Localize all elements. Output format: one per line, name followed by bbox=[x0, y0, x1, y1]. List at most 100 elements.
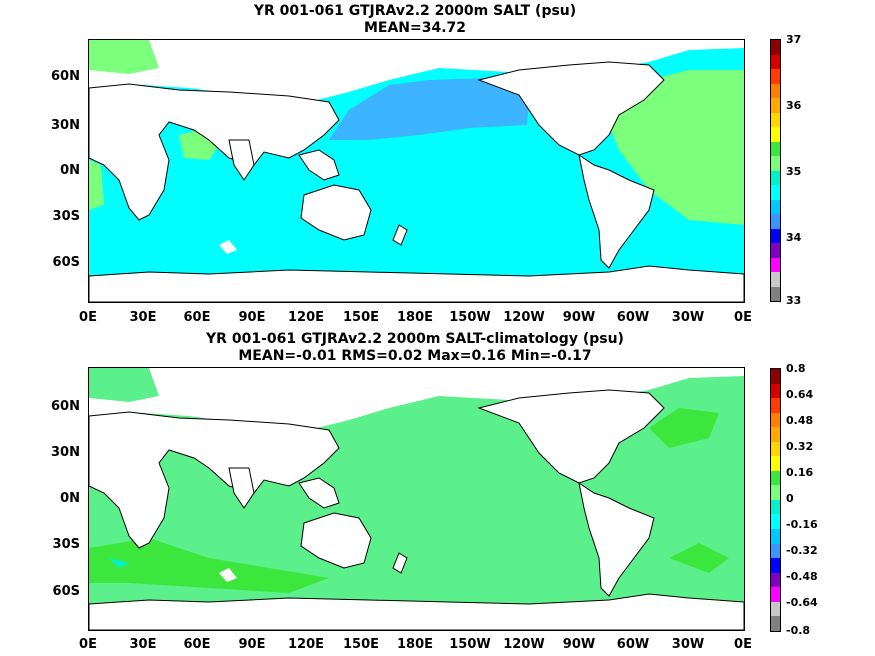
north-america-land bbox=[477, 61, 665, 156]
panel1-title-line2: MEAN=34.72 bbox=[363, 20, 467, 36]
lon-label-0e: 0E bbox=[79, 310, 97, 325]
colorbar-swatch bbox=[771, 83, 780, 98]
arctic-land bbox=[89, 40, 744, 102]
colorbar-swatch bbox=[771, 514, 780, 530]
new-zealand-land bbox=[392, 224, 408, 246]
colorbar-bottom-label-4: 0.16 bbox=[786, 466, 814, 479]
colorbar-bottom bbox=[770, 368, 781, 632]
colorbar-bottom-label-9: -0.64 bbox=[786, 596, 818, 609]
colorbar-swatch bbox=[771, 228, 780, 243]
new-zealand-land-2 bbox=[392, 552, 408, 574]
colorbar-top-label-35: 35 bbox=[786, 165, 802, 178]
colorbar-bottom-label-0: 0.8 bbox=[786, 362, 806, 375]
lon-label-150w: 150W bbox=[449, 310, 491, 325]
colorbar-swatch bbox=[771, 456, 780, 471]
australia-land bbox=[300, 184, 372, 241]
colorbar-bottom-label-3: 0.32 bbox=[786, 440, 814, 453]
panel2-title-line1: YR 001-061 GTJRAv2.2 2000m SALT-climatol… bbox=[206, 331, 624, 347]
colorbar-swatch bbox=[771, 587, 780, 602]
north-pacific-field bbox=[329, 78, 529, 140]
maritime-continent-land bbox=[298, 149, 340, 181]
lon-label-30e-2: 30E bbox=[129, 637, 157, 652]
colorbar-bottom-label-6: -0.16 bbox=[786, 518, 818, 531]
arctic-land-2 bbox=[89, 368, 744, 430]
colorbar-swatch bbox=[771, 529, 780, 544]
colorbar-swatch bbox=[771, 156, 780, 171]
colorbar-top bbox=[770, 39, 781, 302]
panel1-title-line1: YR 001-061 GTJRAv2.2 2000m SALT (psu) bbox=[253, 3, 577, 19]
lon-label-150e-2: 150E bbox=[342, 637, 380, 652]
colorbar-swatch bbox=[771, 170, 780, 185]
colorbar-bottom-label-7: -0.32 bbox=[786, 544, 818, 557]
lon-label-0e-end-2: 0E bbox=[734, 637, 752, 652]
lon-label-0e-end: 0E bbox=[734, 310, 752, 325]
lon-label-120w-2: 120W bbox=[503, 637, 545, 652]
lon-label-60w: 60W bbox=[616, 310, 650, 325]
colorbar-swatch bbox=[771, 69, 780, 84]
colorbar-swatch bbox=[771, 412, 780, 428]
lat-label-30n-2: 30N bbox=[51, 445, 80, 460]
antarctica-land-2 bbox=[89, 593, 744, 630]
colorbar-swatch bbox=[771, 141, 780, 156]
salinity-map-top-svg bbox=[89, 40, 744, 302]
colorbar-swatch bbox=[771, 40, 780, 55]
cyan-anomaly-patch bbox=[109, 558, 129, 568]
eurasia-africa-land-2 bbox=[89, 411, 340, 549]
colorbar-swatch bbox=[771, 112, 780, 127]
norwegian-sea-field-2 bbox=[89, 368, 159, 402]
lon-label-0e-2: 0E bbox=[79, 637, 97, 652]
lon-label-150w-2: 150W bbox=[449, 637, 491, 652]
salinity-anomaly-map-bottom bbox=[88, 367, 745, 631]
colorbar-swatch bbox=[771, 499, 780, 515]
lon-label-90w-2: 90W bbox=[562, 637, 596, 652]
lat-label-60n: 60N bbox=[51, 69, 80, 84]
colorbar-top-label-36: 36 bbox=[786, 99, 802, 112]
salinity-map-top bbox=[88, 39, 745, 303]
colorbar-bottom-label-10: -0.8 bbox=[786, 624, 811, 637]
north-atlantic-anomaly-field bbox=[649, 408, 719, 448]
lat-label-30n: 30N bbox=[51, 118, 80, 133]
colorbar-swatch bbox=[771, 54, 780, 69]
colorbar-bottom-label-1: 0.64 bbox=[786, 388, 814, 401]
south-america-land-2 bbox=[578, 481, 655, 597]
lon-label-180e: 180E bbox=[396, 310, 434, 325]
eurasia-africa-land bbox=[89, 83, 340, 221]
lon-label-90e: 90E bbox=[238, 310, 266, 325]
colorbar-swatch bbox=[771, 127, 780, 142]
north-america-land-2 bbox=[477, 389, 665, 484]
colorbar-bottom-label-8: -0.48 bbox=[786, 570, 818, 583]
colorbar-swatch bbox=[771, 98, 780, 113]
lat-label-0n: 0N bbox=[60, 163, 80, 178]
colorbar-swatch bbox=[771, 616, 780, 631]
lon-label-120e: 120E bbox=[287, 310, 325, 325]
lat-label-0n-2: 0N bbox=[60, 491, 80, 506]
kerguelen-land-2 bbox=[219, 568, 237, 582]
maritime-continent-land-2 bbox=[298, 477, 340, 509]
india-land bbox=[228, 139, 255, 181]
lon-label-60e-2: 60E bbox=[183, 637, 211, 652]
lon-label-90e-2: 90E bbox=[238, 637, 266, 652]
colorbar-top-label-34: 34 bbox=[786, 231, 802, 244]
colorbar-swatch bbox=[771, 272, 780, 287]
atlantic-field bbox=[599, 70, 744, 225]
colorbar-swatch bbox=[771, 257, 780, 272]
colorbar-swatch bbox=[771, 185, 780, 200]
lon-label-30w-2: 30W bbox=[671, 637, 705, 652]
lon-label-120e-2: 120E bbox=[287, 637, 325, 652]
colorbar-swatch bbox=[771, 427, 780, 442]
colorbar-swatch bbox=[771, 470, 780, 486]
atlantic-east-field bbox=[89, 160, 104, 210]
norwegian-sea-field bbox=[89, 40, 159, 74]
colorbar-swatch bbox=[771, 369, 780, 384]
panel2-title-line2: MEAN=-0.01 RMS=0.02 Max=0.16 Min=-0.17 bbox=[238, 348, 592, 364]
south-america-land bbox=[578, 153, 655, 269]
lon-label-150e: 150E bbox=[342, 310, 380, 325]
colorbar-swatch bbox=[771, 214, 780, 229]
colorbar-swatch bbox=[771, 572, 780, 588]
colorbar-swatch bbox=[771, 199, 780, 214]
colorbar-bottom-label-5: 0 bbox=[786, 492, 794, 505]
salinity-anomaly-map-bottom-svg bbox=[89, 368, 744, 630]
lon-label-30e: 30E bbox=[129, 310, 157, 325]
colorbar-swatch bbox=[771, 286, 780, 301]
south-atlantic-anomaly-field bbox=[669, 543, 729, 573]
